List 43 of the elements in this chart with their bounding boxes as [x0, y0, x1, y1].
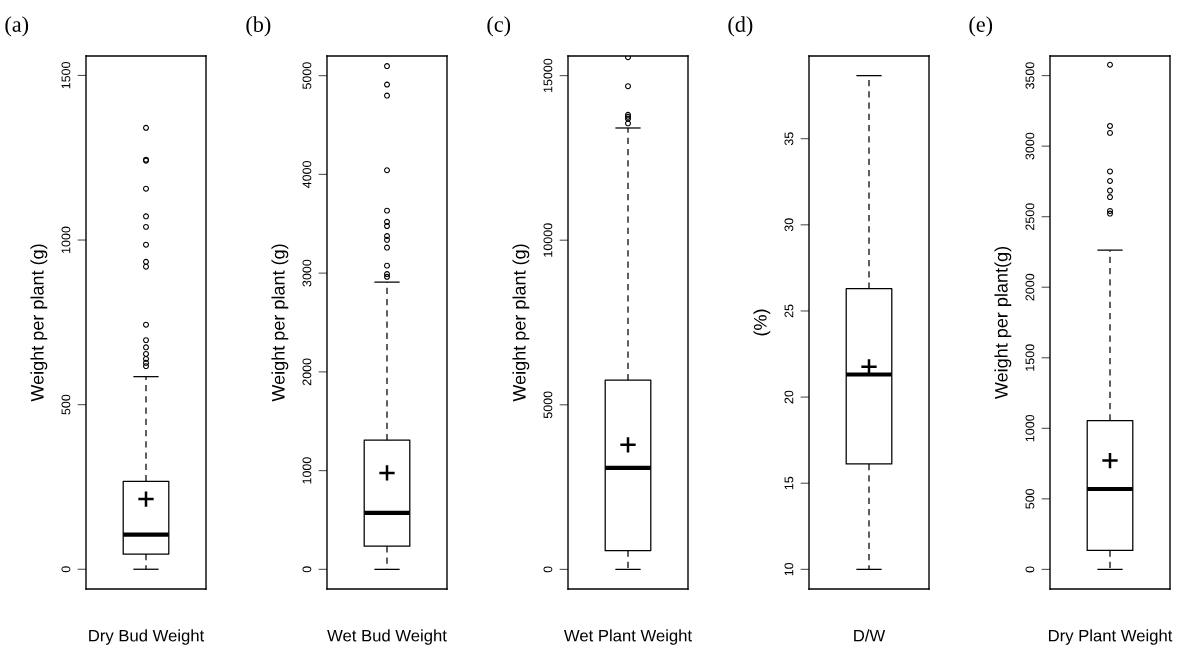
y-tick-label: 2000 [1025, 273, 1035, 301]
chart-title: (c) [487, 16, 511, 37]
chart-title: (d) [728, 16, 753, 37]
y-tick-label: 20 [784, 390, 794, 404]
y-tick-label: 25 [784, 304, 794, 318]
y-tick-label: 0 [543, 566, 553, 573]
y-tick-label: 3000 [302, 259, 312, 287]
y-tick-label: 0 [1025, 566, 1035, 573]
x-tick-label: Dry Bud Weight [89, 629, 205, 645]
chart-title: (e) [969, 16, 993, 37]
y-tick-label: 500 [61, 394, 71, 415]
y-tick-label: 1000 [1025, 414, 1035, 442]
y-axis-title: Weight per plant (g) [271, 244, 289, 402]
y-axis-title: Weight per plant (g) [512, 244, 530, 402]
y-tick-label: 5000 [543, 391, 553, 419]
y-tick-label: 30 [784, 218, 794, 232]
x-tick-label: D/W [854, 629, 886, 642]
y-tick-label: 0 [302, 566, 312, 573]
y-tick-label: 3000 [1025, 132, 1035, 160]
y-tick-label: 15000 [543, 58, 553, 93]
y-tick-label: 1000 [61, 226, 71, 253]
y-tick-label: 15 [784, 476, 794, 490]
y-tick-label: 35 [784, 132, 794, 146]
y-tick-label: 1500 [1025, 344, 1035, 371]
chart-title: (a) [5, 16, 29, 37]
x-tick-label: Wet Plant Weight [563, 629, 692, 645]
y-tick-label: 2000 [302, 358, 312, 386]
y-axis-title: Weight per plant (g) [30, 244, 48, 402]
y-tick-label: 3500 [1025, 62, 1035, 90]
y-axis-title: (%) [753, 309, 771, 336]
y-tick-label: 0 [61, 566, 71, 573]
y-tick-label: 1000 [302, 457, 312, 484]
chart-title: (b) [246, 16, 271, 37]
y-tick-label: 5000 [302, 62, 312, 90]
y-tick-label: 10 [784, 562, 794, 576]
y-tick-label: 10000 [543, 223, 553, 257]
y-tick-label: 4000 [302, 160, 312, 188]
y-tick-label: 500 [1025, 488, 1035, 509]
x-tick-label: Dry Plant Weight [1048, 629, 1173, 645]
x-tick-label: Wet Bud Weight [327, 629, 447, 645]
y-axis-title: Weight per plant(g) [994, 247, 1012, 400]
y-tick-label: 2500 [1025, 203, 1035, 230]
y-tick-label: 1500 [61, 62, 71, 89]
